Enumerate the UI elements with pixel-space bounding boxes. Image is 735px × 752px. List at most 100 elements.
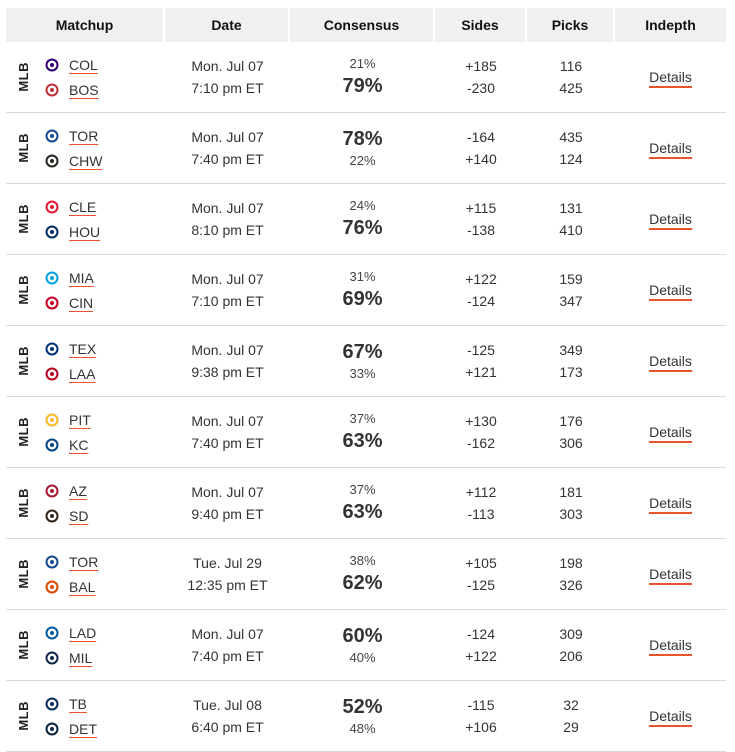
picks-cell: 159 347 bbox=[527, 255, 615, 326]
matchup-cell: MLB TEX bbox=[6, 326, 165, 397]
away-team-link[interactable]: TB bbox=[69, 695, 87, 712]
home-team: HOU bbox=[45, 222, 100, 241]
picks-cell: 116 425 bbox=[527, 42, 615, 113]
side-away: +122 bbox=[465, 270, 497, 287]
picks-home: 124 bbox=[559, 150, 583, 167]
header-date: Date bbox=[165, 8, 290, 42]
home-team-link[interactable]: SD bbox=[69, 507, 89, 524]
details-link[interactable]: Details bbox=[649, 282, 692, 301]
consensus-cell: 67% 33% bbox=[290, 326, 435, 397]
side-away: +185 bbox=[465, 57, 497, 74]
details-link[interactable]: Details bbox=[649, 69, 692, 88]
away-team: PIT bbox=[45, 410, 91, 429]
picks-home: 306 bbox=[559, 434, 583, 451]
date-cell: Mon. Jul 07 7:40 pm ET bbox=[165, 113, 290, 184]
game-date: Mon. Jul 07 bbox=[191, 483, 264, 500]
game-date: Mon. Jul 07 bbox=[191, 270, 264, 287]
home-team-link[interactable]: BOS bbox=[69, 81, 99, 98]
blue-jays-logo-icon bbox=[45, 555, 59, 568]
league-label: MLB bbox=[16, 346, 31, 376]
game-date: Mon. Jul 07 bbox=[191, 199, 264, 216]
game-date: Mon. Jul 07 bbox=[191, 128, 264, 145]
side-home: -124 bbox=[466, 292, 496, 309]
consensus-away: 60% bbox=[342, 625, 383, 647]
home-team-link[interactable]: KC bbox=[69, 436, 89, 453]
sides-cell: -124 +122 bbox=[435, 610, 527, 681]
game-time: 8:10 pm ET bbox=[191, 221, 264, 238]
details-link[interactable]: Details bbox=[649, 424, 692, 443]
picks-home: 326 bbox=[559, 576, 583, 593]
away-team-link[interactable]: TOR bbox=[69, 553, 99, 570]
brewers-logo-icon bbox=[45, 651, 59, 664]
picks-cell: 181 303 bbox=[527, 468, 615, 539]
consensus-away: 31% bbox=[349, 269, 376, 284]
details-link[interactable]: Details bbox=[649, 708, 692, 727]
indepth-cell: Details bbox=[615, 610, 726, 681]
consensus-cell: 52% 48% bbox=[290, 681, 435, 752]
header-indepth: Indepth bbox=[615, 8, 726, 42]
league-label: MLB bbox=[16, 204, 31, 234]
sides-cell: -115 +106 bbox=[435, 681, 527, 752]
consensus-home: 76% bbox=[342, 217, 383, 239]
side-away: -164 bbox=[466, 128, 496, 145]
header-consensus: Consensus bbox=[290, 8, 435, 42]
sides-cell: +122 -124 bbox=[435, 255, 527, 326]
side-home: -138 bbox=[466, 221, 496, 238]
header-sides: Sides bbox=[435, 8, 527, 42]
consensus-home: 48% bbox=[349, 721, 376, 736]
side-home: -113 bbox=[467, 505, 495, 522]
details-link[interactable]: Details bbox=[649, 495, 692, 514]
details-link[interactable]: Details bbox=[649, 566, 692, 585]
picks-home: 303 bbox=[559, 505, 583, 522]
consensus-cell: 24% 76% bbox=[290, 184, 435, 255]
rangers-logo-icon bbox=[45, 342, 59, 355]
sides-cell: +185 -230 bbox=[435, 42, 527, 113]
away-team-link[interactable]: AZ bbox=[69, 482, 87, 499]
details-link[interactable]: Details bbox=[649, 140, 692, 159]
matchup-cell: MLB CLE bbox=[6, 184, 165, 255]
league-label: MLB bbox=[16, 701, 31, 731]
away-team-link[interactable]: LAD bbox=[69, 624, 97, 641]
game-date: Tue. Jul 08 bbox=[193, 696, 262, 713]
game-date: Mon. Jul 07 bbox=[191, 341, 264, 358]
away-team: CLE bbox=[45, 197, 100, 216]
rockies-logo-icon bbox=[45, 58, 59, 71]
details-link[interactable]: Details bbox=[649, 211, 692, 230]
home-team-link[interactable]: BAL bbox=[69, 578, 96, 595]
side-away: +130 bbox=[465, 412, 497, 429]
details-link[interactable]: Details bbox=[649, 353, 692, 372]
consensus-cell: 38% 62% bbox=[290, 539, 435, 610]
game-time: 9:38 pm ET bbox=[191, 363, 264, 380]
away-team-link[interactable]: COL bbox=[69, 56, 98, 73]
away-team: TB bbox=[45, 694, 97, 713]
home-team-link[interactable]: CIN bbox=[69, 294, 94, 311]
game-time: 7:40 pm ET bbox=[191, 647, 264, 664]
home-team-link[interactable]: HOU bbox=[69, 223, 101, 240]
matchup-cell: MLB TOR bbox=[6, 539, 165, 610]
league-label: MLB bbox=[16, 417, 31, 447]
side-home: +122 bbox=[465, 647, 497, 664]
rays-logo-icon bbox=[45, 697, 59, 710]
date-cell: Mon. Jul 07 9:40 pm ET bbox=[165, 468, 290, 539]
home-team-link[interactable]: MIL bbox=[69, 649, 93, 666]
away-team-link[interactable]: CLE bbox=[69, 198, 97, 215]
away-team-link[interactable]: TOR bbox=[69, 127, 99, 144]
home-team: CIN bbox=[45, 293, 94, 312]
matchup-cell: MLB LAD bbox=[6, 610, 165, 681]
sides-cell: +115 -138 bbox=[435, 184, 527, 255]
details-link[interactable]: Details bbox=[649, 637, 692, 656]
away-team: TOR bbox=[45, 126, 102, 145]
away-team-link[interactable]: PIT bbox=[69, 411, 91, 428]
side-home: +121 bbox=[465, 363, 497, 380]
home-team-link[interactable]: DET bbox=[69, 720, 97, 737]
away-team: COL bbox=[45, 55, 99, 74]
home-team-link[interactable]: LAA bbox=[69, 365, 96, 382]
blue-jays-logo-icon bbox=[45, 129, 59, 142]
home-team: SD bbox=[45, 506, 88, 525]
away-team-link[interactable]: MIA bbox=[69, 269, 94, 286]
diamondbacks-logo-icon bbox=[45, 484, 59, 497]
consensus-cell: 37% 63% bbox=[290, 397, 435, 468]
home-team-link[interactable]: CHW bbox=[69, 152, 103, 169]
side-away: +115 bbox=[465, 199, 497, 216]
away-team-link[interactable]: TEX bbox=[69, 340, 97, 357]
